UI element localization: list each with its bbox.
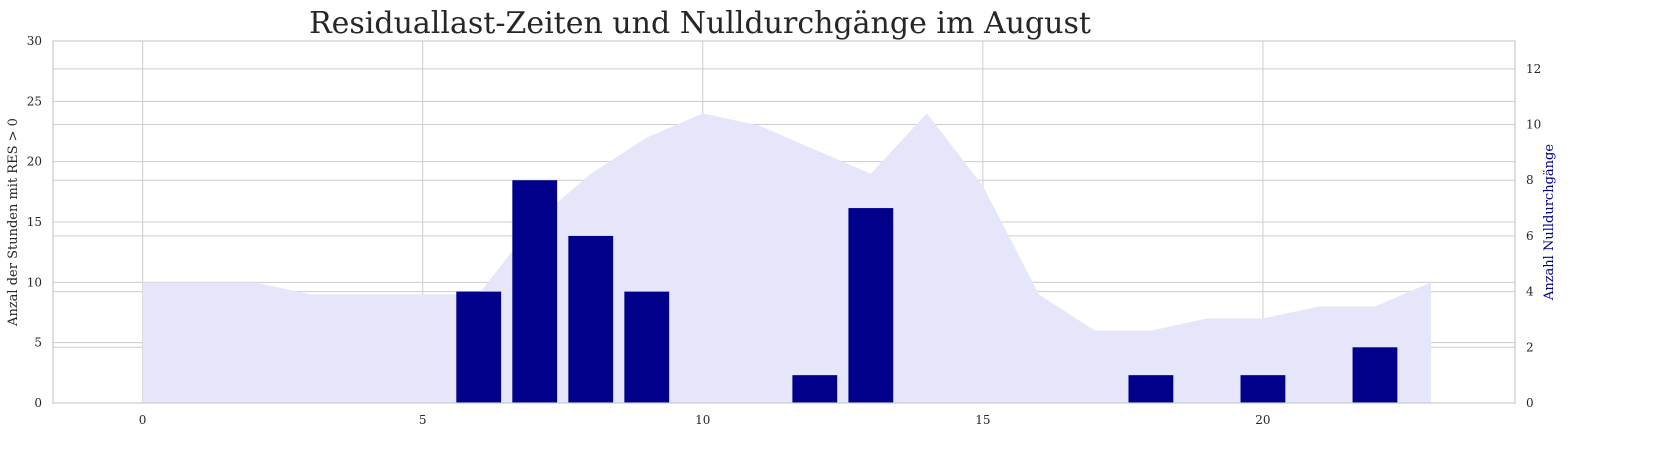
left-y-tick-label-3: 15 [27,215,42,229]
x-axis-ticks: 0 5 10 15 20 [139,413,1271,427]
x-tick-label-1: 5 [419,413,427,427]
axes-frame [52,40,1516,404]
right-y-tick-label-1: 2 [1526,340,1534,354]
right-y-axis-ticks: 0 2 4 6 8 10 12 [1526,62,1541,410]
right-y-axis-label: Anzahl Nulldurchgänge [1542,144,1557,301]
left-y-axis-label: Anzal der Stunden mit RES > 0 [6,118,21,327]
left-y-tick-label-0: 0 [34,396,42,410]
left-y-tick-label-6: 30 [27,34,42,48]
zero-crossings-bar-9 [624,291,670,403]
zero-crossings-bar-7 [512,180,558,403]
left-y-tick-label-4: 20 [27,155,42,169]
x-tick-label-0: 0 [139,413,147,427]
right-y-tick-label-4: 8 [1526,173,1534,187]
area-series [142,113,1431,404]
left-y-axis-ticks: 0 5 10 15 20 25 30 [27,34,42,410]
bar-series [456,180,1398,403]
right-y-tick-label-0: 0 [1526,396,1534,410]
left-y-tick-label-2: 10 [27,275,42,289]
zero-crossings-bar-12 [792,375,838,403]
left-y-tick-label-1: 5 [34,336,42,350]
zero-crossings-bar-13 [848,208,894,403]
x-tick-label-4: 20 [1255,413,1270,427]
zero-crossings-bar-20 [1240,375,1286,403]
chart-title: Residuallast-Zeiten und Nulldurchgänge i… [309,6,1091,41]
right-y-tick-label-6: 12 [1526,62,1541,76]
zero-crossings-bar-6 [456,291,502,403]
residual-hours-area [142,113,1431,404]
right-y-tick-label-5: 10 [1526,118,1541,132]
plot-frame [52,40,1516,404]
zero-crossings-bar-8 [568,235,614,403]
left-y-tick-label-5: 25 [27,94,42,108]
x-tick-label-3: 15 [975,413,990,427]
x-tick-label-2: 10 [695,413,710,427]
zero-crossings-bar-18 [1128,375,1174,403]
right-y-tick-label-3: 6 [1526,229,1534,243]
right-y-tick-label-2: 4 [1526,285,1534,299]
zero-crossings-bar-22 [1352,347,1398,403]
